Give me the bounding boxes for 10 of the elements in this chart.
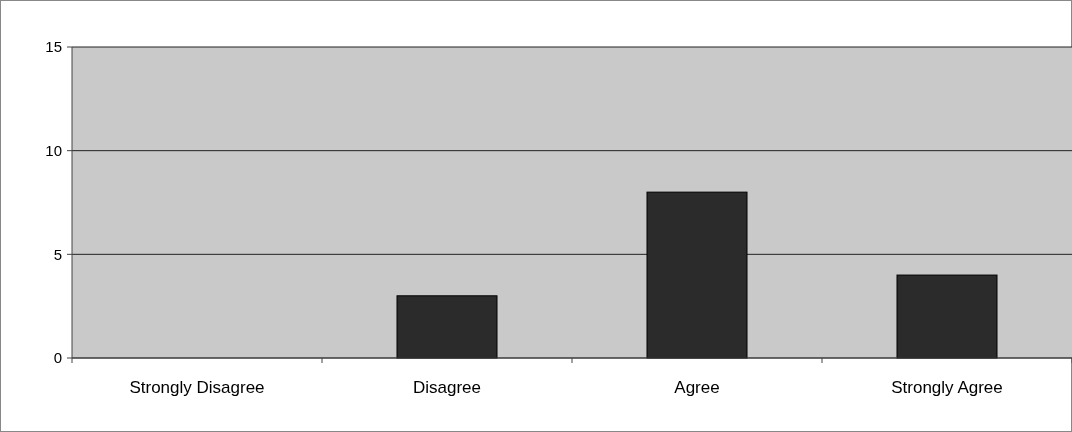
bar <box>396 295 498 359</box>
x-tick-label: Agree <box>674 378 720 397</box>
y-tick-label: 5 <box>53 245 62 263</box>
bar <box>896 274 998 359</box>
x-tick-label: Disagree <box>412 378 482 397</box>
x-tick-label: Strongly Agree <box>891 378 1003 397</box>
x-tick-label: Strongly Disagree <box>129 378 265 397</box>
y-tick-label: 10 <box>45 141 62 159</box>
y-tick-label: 0 <box>53 349 62 367</box>
y-tick-label: 15 <box>45 38 62 56</box>
